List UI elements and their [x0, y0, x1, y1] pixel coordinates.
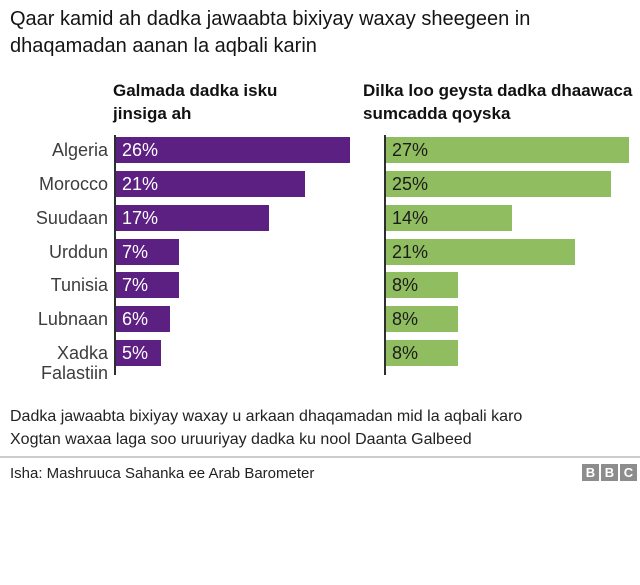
bar-series1-suudaan: 17% [116, 205, 269, 231]
bar-value-label: 21% [392, 242, 429, 262]
category-label: Lubnaan [37, 309, 108, 329]
bar-series1-xadka-falastiin: 5% [116, 340, 161, 366]
category-label: Tunisia [50, 275, 108, 295]
footnote-line-2: Xogtan waxaa laga soo uruuriyay dadka ku… [10, 431, 472, 448]
right-axis-line [384, 135, 386, 375]
category-label: Suudaan [35, 208, 108, 228]
bar-series1-lubnaan: 6% [116, 306, 170, 332]
bar-value-label: 8% [392, 275, 419, 295]
bar-value-label: 7% [122, 242, 149, 262]
category-label: Xadka Falastiin [40, 343, 108, 383]
bar-value-label: 5% [122, 343, 149, 363]
bar-series2-tunisia: 8% [386, 272, 458, 298]
bar-value-label: 8% [392, 309, 419, 329]
bbc-logo-block: C [620, 464, 637, 481]
bar-series2-xadka-falastiin: 8% [386, 340, 458, 366]
bbc-logo-block: B [582, 464, 599, 481]
series-header-left: Galmada dadka isku jinsiga ah [113, 81, 278, 123]
bar-value-label: 14% [392, 208, 429, 228]
bar-value-label: 7% [122, 275, 149, 295]
bar-value-label: 6% [122, 309, 149, 329]
bar-value-label: 17% [122, 208, 159, 228]
bar-value-label: 21% [122, 174, 159, 194]
divider-line [0, 456, 640, 458]
chart-title: Qaar kamid ah dadka jawaabta bixiyay wax… [10, 8, 531, 57]
bar-series2-suudaan: 14% [386, 205, 512, 231]
source-text: Isha: Mashruuca Sahanka ee Arab Baromete… [10, 465, 315, 482]
left-axis-line [114, 135, 116, 375]
bar-series2-lubnaan: 8% [386, 306, 458, 332]
bar-series2-urddun: 21% [386, 239, 575, 265]
series-header-right: Dilka loo geysta dadka dhaawaca sumcadda… [363, 81, 633, 123]
category-label: Algeria [51, 140, 108, 160]
bar-series1-algeria: 26% [116, 137, 350, 163]
bar-series1-urddun: 7% [116, 239, 179, 265]
bar-value-label: 27% [392, 140, 429, 160]
bar-series2-morocco: 25% [386, 171, 611, 197]
bar-series1-tunisia: 7% [116, 272, 179, 298]
bar-value-label: 25% [392, 174, 429, 194]
bar-value-label: 26% [122, 140, 159, 160]
bar-series2-algeria: 27% [386, 137, 629, 163]
bar-value-label: 8% [392, 343, 419, 363]
bbc-logo-block: B [601, 464, 618, 481]
footnote-line-1: Dadka jawaabta bixiyay waxay u arkaan dh… [10, 408, 523, 425]
category-label: Morocco [38, 174, 108, 194]
bar-series1-morocco: 21% [116, 171, 305, 197]
category-label: Urddun [48, 242, 108, 262]
